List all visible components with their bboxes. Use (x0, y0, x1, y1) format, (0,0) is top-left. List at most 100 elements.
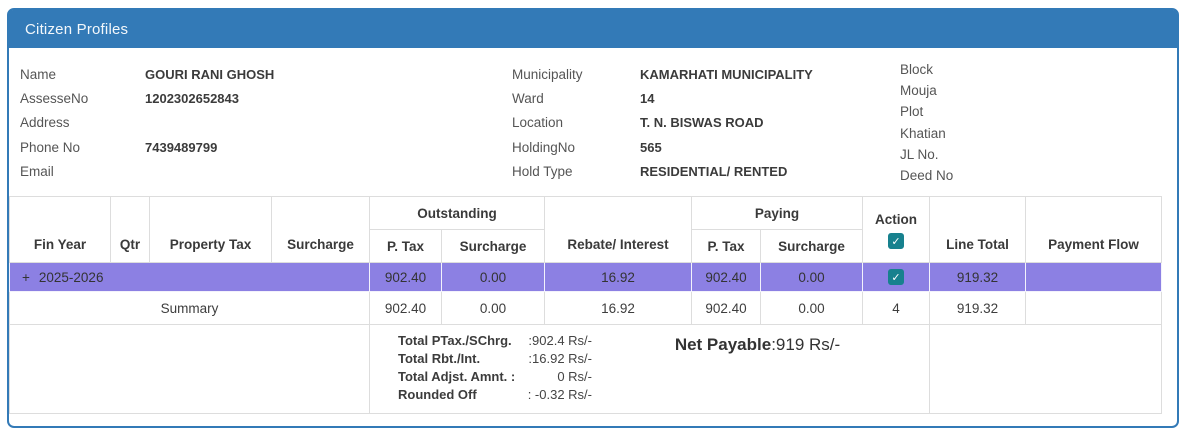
page-title: Citizen Profiles (25, 20, 129, 38)
line-total-cell: 919.32 (929, 262, 1027, 292)
field-label: HoldingNo (512, 139, 576, 155)
field-label: Deed No (900, 168, 954, 184)
col-header-payment-flow: Payment Flow (1025, 196, 1163, 263)
footer-empty-left-cell (9, 324, 370, 414)
profile-field-holdingno: HoldingNo 565 (512, 135, 892, 159)
citizen-profiles-panel: Citizen Profiles Name GOURI RANI GHOSH A… (7, 8, 1179, 428)
field-label: Municipality (512, 66, 583, 82)
tax-table: Fin Year Qtr Property Tax Surcharge Outs… (9, 196, 1163, 414)
summary-outstanding-surcharge: 0.00 (441, 291, 545, 325)
col-header-paying-ptax: P. Tax (691, 229, 761, 263)
profile-field-ward: Ward 14 (512, 86, 892, 110)
col-header-surcharge: Surcharge (271, 196, 370, 263)
field-label: Block (900, 62, 934, 78)
paying-ptax-cell: 902.40 (691, 262, 761, 292)
col-header-fin-year: Fin Year (9, 196, 111, 263)
total-ptax-schrg-label: Total PTax./SChrg. (398, 333, 512, 348)
profile-field-deedno: Deed No (900, 165, 1170, 186)
outstanding-surcharge-cell: 0.00 (441, 262, 545, 292)
field-label: Hold Type (512, 164, 573, 180)
field-value: RESIDENTIAL/ RENTED (640, 164, 788, 180)
footer-empty-right-cell (929, 324, 1163, 414)
total-ptax-schrg-value: :902.4 Rs/- (528, 333, 592, 348)
panel-header: Citizen Profiles (9, 10, 1177, 48)
profile-field-address: Address (20, 111, 500, 135)
net-payable-value: :919 Rs/- (771, 335, 841, 354)
summary-paying-surcharge: 0.00 (759, 291, 864, 325)
field-value: 14 (640, 91, 655, 107)
field-label: Mouja (900, 83, 937, 99)
profile-field-email: Email (20, 160, 500, 184)
profile-field-holdtype: Hold Type RESIDENTIAL/ RENTED (512, 160, 892, 184)
col-header-line-total: Line Total (929, 196, 1027, 263)
check-icon: ✓ (891, 235, 901, 248)
payment-flow-cell (1025, 262, 1163, 292)
field-label: Phone No (20, 139, 81, 155)
profile-field-block: Block (900, 59, 1170, 80)
rounded-off-label: Rounded Off (398, 387, 477, 402)
field-value: T. N. BISWAS ROAD (640, 115, 764, 131)
col-header-qtr: Qtr (110, 196, 150, 263)
summary-payment-flow (1025, 291, 1163, 325)
field-label: Location (512, 115, 564, 131)
total-rbt-int-value: :16.92 Rs/- (528, 351, 592, 366)
field-label: AssesseNo (20, 91, 89, 107)
paying-surcharge-cell: 0.00 (759, 262, 864, 292)
expand-row-icon[interactable]: + (22, 269, 30, 285)
profile-info-right-column: Block Mouja Plot Khatian JL No. (900, 59, 1170, 186)
profile-field-location: Location T. N. BISWAS ROAD (512, 111, 892, 135)
field-value: 1202302652843 (145, 91, 239, 107)
total-rbt-int-label: Total Rbt./Int. (398, 351, 481, 366)
field-label: Email (20, 164, 54, 180)
fin-year-value: 2025-2026 (38, 269, 104, 285)
summary-paying-ptax: 902.40 (691, 291, 761, 325)
summary-outstanding-ptax: 902.40 (369, 291, 442, 325)
rounded-off-value: : -0.32 Rs/- (527, 387, 592, 402)
group-header-paying: Paying (690, 196, 864, 230)
summary-line-total: 919.32 (929, 291, 1027, 325)
tax-year-row[interactable]: +2025-2026 902.40 0.00 16.92 902.40 0.00… (9, 262, 1163, 292)
profile-field-khatian: Khatian (900, 123, 1170, 144)
profile-field-phone: Phone No 7439489799 (20, 135, 500, 159)
field-label: Ward (512, 91, 544, 107)
row-action-checkbox[interactable]: ✓ (888, 269, 905, 286)
action-label: Action (875, 211, 918, 227)
field-label: Khatian (900, 125, 946, 141)
field-value: 7439489799 (145, 139, 218, 155)
action-cell: ✓ (862, 262, 931, 292)
col-header-rebate-interest: Rebate/ Interest (544, 196, 692, 263)
net-payable: Net Payable:919 Rs/- (592, 327, 923, 355)
total-adjst-amnt-value: 0 Rs/- (557, 369, 592, 384)
field-value: GOURI RANI GHOSH (145, 66, 275, 82)
field-label: Address (20, 115, 70, 131)
footer-totals-cell: Total PTax./SChrg. :902.4 Rs/- Total Rbt… (368, 324, 931, 414)
profile-field-municipality: Municipality KAMARHATI MUNICIPALITY (512, 62, 892, 86)
field-label: Name (20, 66, 57, 82)
outstanding-ptax-cell: 902.40 (369, 262, 442, 292)
summary-row: Summary 902.40 0.00 16.92 902.40 0.00 4 … (9, 291, 1163, 325)
col-header-outstanding-ptax: P. Tax (369, 229, 442, 263)
field-value: 565 (640, 139, 662, 155)
totals-row: Total PTax./SChrg. :902.4 Rs/- Total Rbt… (9, 324, 1163, 414)
net-payable-label: Net Payable (674, 335, 772, 354)
profile-info-left-column: Name GOURI RANI GHOSH AssesseNo 12023026… (20, 62, 500, 184)
fin-year-cell[interactable]: +2025-2026 (9, 262, 370, 292)
total-adjst-amnt-label: Total Adjst. Amnt. : (398, 369, 516, 384)
col-header-action: Action ✓ (862, 196, 931, 263)
profile-info-middle-column: Municipality KAMARHATI MUNICIPALITY Ward… (512, 62, 892, 184)
rebate-interest-cell: 16.92 (544, 262, 692, 292)
field-value: KAMARHATI MUNICIPALITY (640, 66, 813, 82)
profile-field-jlno: JL No. (900, 144, 1170, 165)
select-all-checkbox[interactable]: ✓ (888, 232, 905, 249)
field-label: Plot (900, 104, 924, 120)
profile-info-section: Name GOURI RANI GHOSH AssesseNo 12023026… (9, 48, 1177, 196)
check-icon: ✓ (891, 272, 901, 285)
profile-field-plot: Plot (900, 101, 1170, 122)
col-header-property-tax: Property Tax (149, 196, 272, 263)
profile-field-mouja: Mouja (900, 80, 1170, 101)
totals-block: Total PTax./SChrg. :902.4 Rs/- Total Rbt… (398, 333, 592, 402)
field-label: JL No. (900, 146, 939, 162)
col-header-outstanding-surcharge: Surcharge (441, 229, 545, 263)
profile-field-assesseno: AssesseNo 1202302652843 (20, 86, 500, 110)
